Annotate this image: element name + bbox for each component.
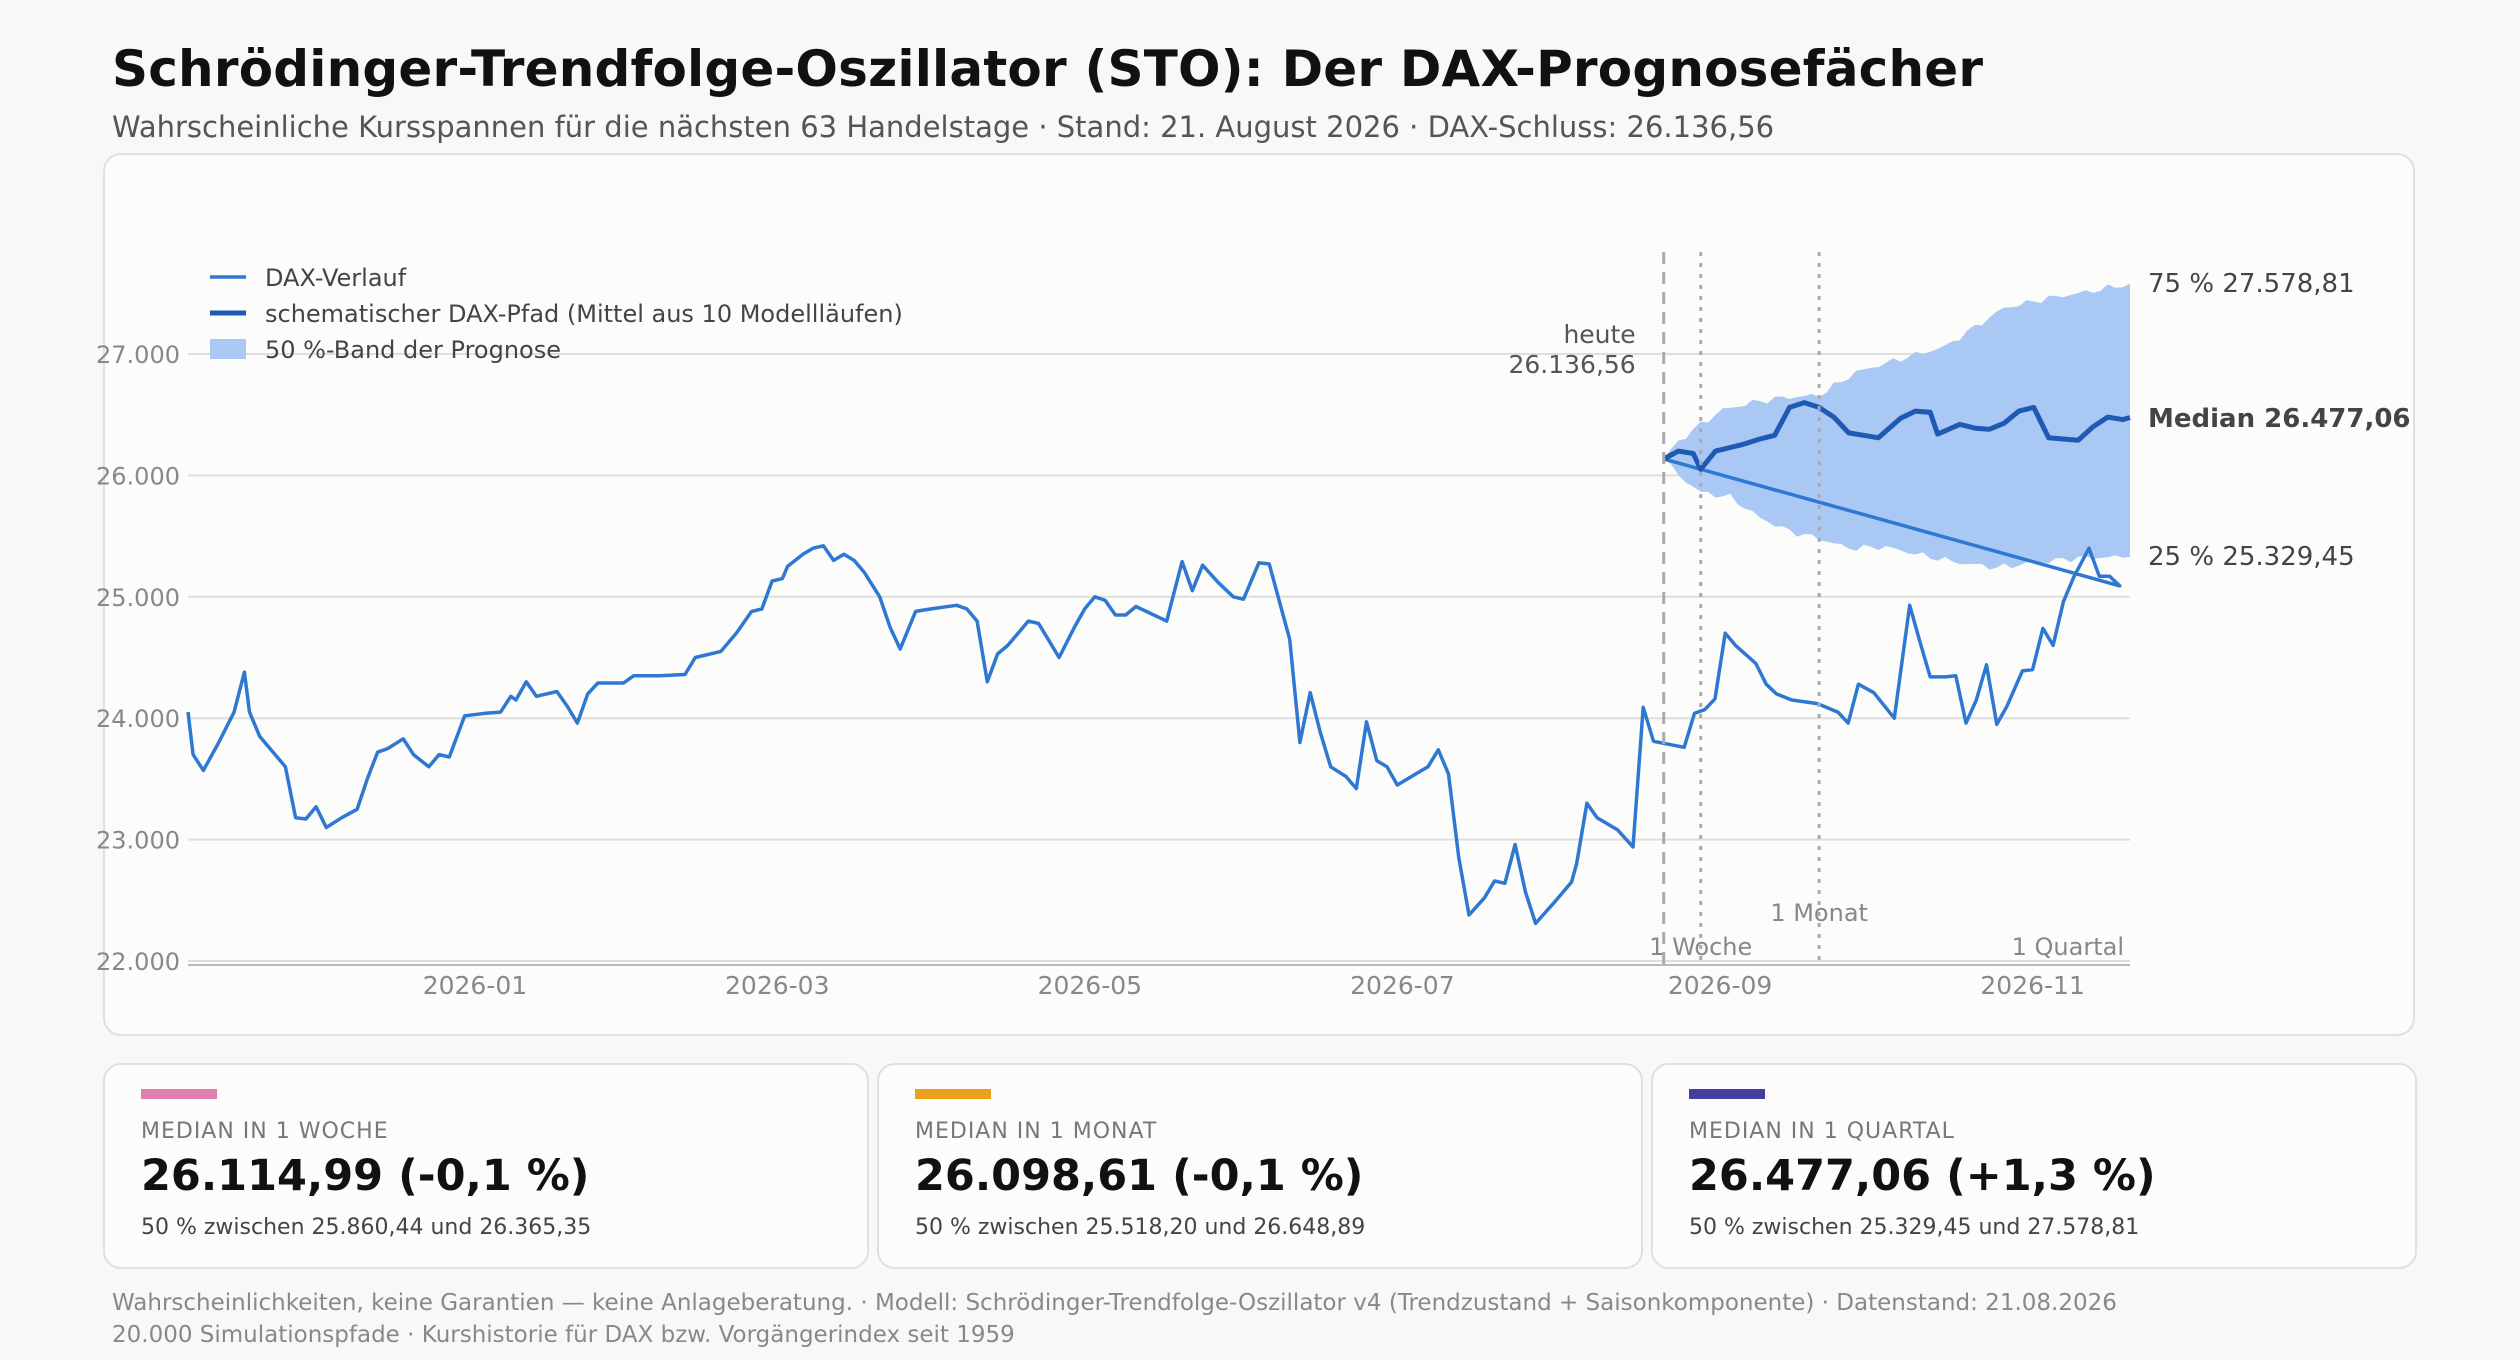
kpi-card-week: MEDIAN IN 1 WOCHE 26.114,99 (-0,1 %) 50 …: [103, 1063, 869, 1269]
chart-card: [103, 153, 2415, 1036]
p75-label: 75 % 27.578,81: [2148, 269, 2355, 299]
kpi-color-bar-quarter: [1689, 1089, 1765, 1099]
p25-label: 25 % 25.329,45: [2148, 542, 2355, 572]
median-label: Median 26.477,06: [2148, 404, 2411, 434]
legend-label-band: 50 %-Band der Prognose: [265, 336, 561, 364]
kpi-value: 26.114,99 (-0,1 %): [141, 1151, 590, 1201]
y-tick-label: 27.000: [96, 341, 180, 369]
y-tick-label: 26.000: [96, 462, 180, 490]
y-tick-label: 25.000: [96, 584, 180, 612]
y-tick-label: 24.000: [96, 705, 180, 733]
x-tick-label: 2026-11: [1980, 971, 2084, 1000]
kpi-label: MEDIAN IN 1 MONAT: [915, 1119, 1158, 1144]
kpi-range: 50 % zwischen 25.860,44 und 26.365,35: [141, 1215, 592, 1240]
today-value-label: 26.136,56: [1508, 350, 1635, 379]
x-tick-label: 2026-09: [1668, 971, 1772, 1000]
legend-label-history: DAX-Verlauf: [265, 264, 407, 292]
kpi-value: 26.477,06 (+1,3 %): [1689, 1151, 2156, 1201]
footer-disclaimer: Wahrscheinlichkeiten, keine Garantien — …: [112, 1290, 2117, 1316]
x-tick-label: 2026-03: [725, 971, 829, 1000]
footer-source: 20.000 Simulationspfade · Kurshistorie f…: [112, 1322, 1015, 1348]
legend-label-path: schematischer DAX-Pfad (Mittel aus 10 Mo…: [265, 300, 903, 328]
week-label: 1 Woche: [1649, 933, 1752, 961]
x-tick-label: 2026-05: [1038, 971, 1142, 1000]
kpi-range: 50 % zwischen 25.518,20 und 26.648,89: [915, 1215, 1366, 1240]
history-line: [186, 457, 2122, 926]
page-subtitle: Wahrscheinliche Kursspannen für die näch…: [112, 110, 1775, 144]
legend-swatch-band: [210, 339, 246, 359]
forecast-band: [1663, 283, 2130, 570]
kpi-label: MEDIAN IN 1 QUARTAL: [1689, 1119, 1955, 1144]
kpi-range: 50 % zwischen 25.329,45 und 27.578,81: [1689, 1215, 2140, 1240]
x-tick-label: 2026-01: [423, 971, 527, 1000]
y-tick-label: 23.000: [96, 827, 180, 855]
forecast-chart: 22.000 23.000 24.000 25.000 26.000 27.000 2026…: [96, 252, 2411, 1000]
kpi-card-month: MEDIAN IN 1 MONAT 26.098,61 (-0,1 %) 50 …: [877, 1063, 1643, 1269]
y-tick-label: 22.000: [96, 948, 180, 976]
median-path-line: [1662, 400, 2131, 472]
today-label: heute: [1563, 320, 1635, 349]
page-title: Schrödinger-Trendfolge-Oszillator (STO):…: [112, 40, 1984, 98]
month-label: 1 Monat: [1770, 899, 1868, 927]
kpi-color-bar-week: [141, 1089, 217, 1099]
kpi-card-quarter: MEDIAN IN 1 QUARTAL 26.477,06 (+1,3 %) 5…: [1651, 1063, 2417, 1269]
kpi-label: MEDIAN IN 1 WOCHE: [141, 1119, 389, 1144]
quarter-label: 1 Quartal: [2012, 933, 2124, 961]
x-tick-label: 2026-07: [1350, 971, 1454, 1000]
kpi-color-bar-month: [915, 1089, 991, 1099]
kpi-value: 26.098,61 (-0,1 %): [915, 1151, 1364, 1201]
